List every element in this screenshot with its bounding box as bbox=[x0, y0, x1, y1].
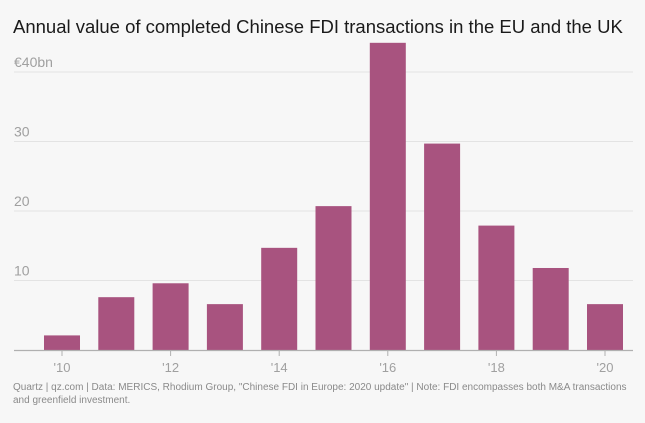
y-tick-label: 10 bbox=[14, 263, 30, 279]
bars bbox=[44, 42, 623, 351]
bar-2018 bbox=[478, 225, 515, 350]
axes: 10 20 30 €40bn '10 '12 '14 '16 '18 '20 bbox=[14, 54, 633, 375]
bar-2014 bbox=[261, 247, 298, 350]
x-tick-label: '10 bbox=[54, 360, 71, 375]
x-tick-label: '14 bbox=[271, 360, 288, 375]
bar-2019 bbox=[532, 267, 569, 350]
bar-2012 bbox=[152, 283, 189, 350]
bar-2016 bbox=[369, 42, 406, 351]
x-tick-label: '20 bbox=[597, 360, 614, 375]
source-note: Quartz | qz.com | Data: MERICS, Rhodium … bbox=[13, 382, 627, 406]
bar-2015 bbox=[315, 206, 352, 350]
y-tick-label: €40bn bbox=[14, 54, 53, 70]
bar-2013 bbox=[206, 304, 243, 350]
bar-2010 bbox=[44, 335, 80, 350]
bar-2020 bbox=[587, 304, 623, 350]
x-tick-label: '12 bbox=[162, 360, 179, 375]
bar-2017 bbox=[424, 143, 461, 350]
x-tick-label: '16 bbox=[379, 360, 396, 375]
chart-title: Annual value of completed Chinese FDI tr… bbox=[13, 16, 623, 37]
y-tick-label: 30 bbox=[14, 124, 30, 140]
x-tick-label: '18 bbox=[488, 360, 505, 375]
bar-2011 bbox=[98, 297, 135, 350]
y-tick-label: 20 bbox=[14, 193, 30, 209]
